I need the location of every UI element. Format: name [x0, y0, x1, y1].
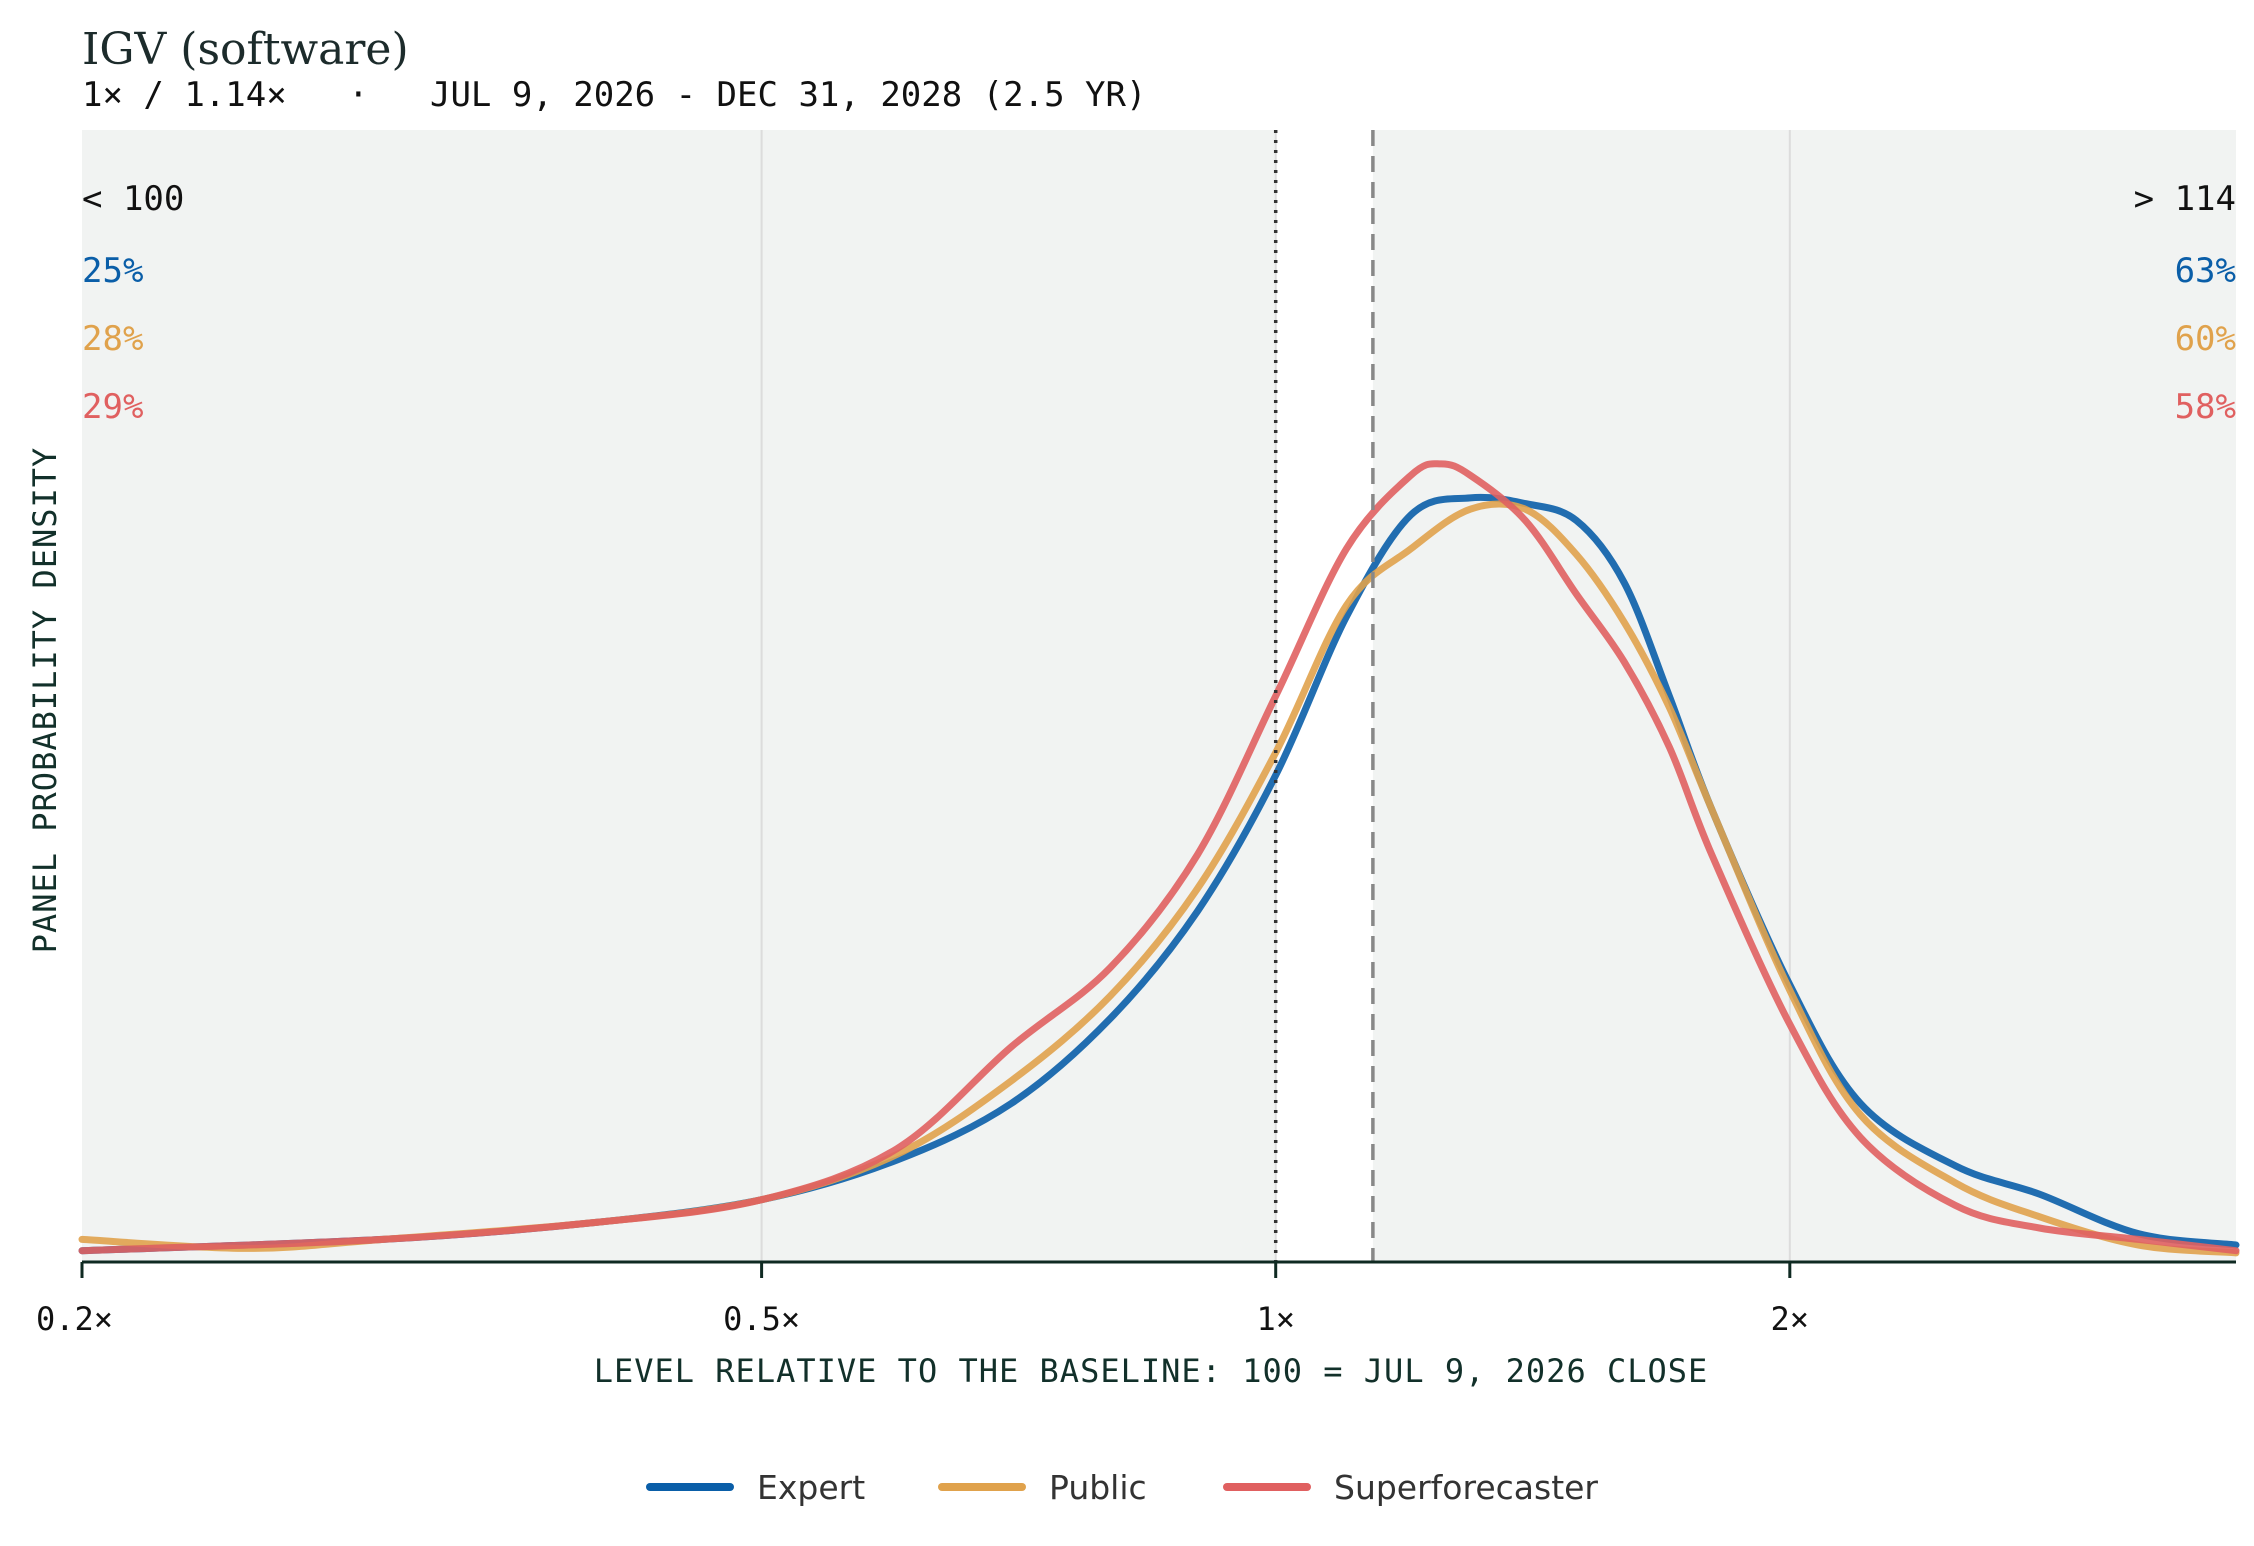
x-tick-label: 0.2×: [36, 1300, 113, 1338]
legend-label-superforecaster: Superforecaster: [1334, 1468, 1598, 1507]
shaded-region-0: [82, 130, 1276, 1262]
legend: Expert Public Superforecaster: [646, 1468, 1598, 1507]
x-tick-label: 1×: [1256, 1300, 1295, 1338]
reference-lines: [1273, 130, 1375, 1262]
right-tail-public: 60%: [2175, 319, 2236, 359]
x-tick-label: 0.5×: [723, 1300, 800, 1338]
right-tail-expert: 63%: [2175, 251, 2236, 291]
right-tail-superforecaster: 58%: [2175, 387, 2236, 427]
left-tail-public: 28%: [82, 319, 143, 359]
legend-label-expert: Expert: [757, 1468, 865, 1507]
left-tail-superforecaster: 29%: [82, 387, 143, 427]
left-tail-expert: 25%: [82, 251, 143, 291]
series-layer: [78, 460, 2240, 1257]
right-tail-label: > 114: [2134, 179, 2236, 219]
plot-background: [82, 130, 2236, 1262]
x-axis-label: LEVEL RELATIVE TO THE BASELINE: 100 = JU…: [594, 1352, 1709, 1390]
legend-label-public: Public: [1049, 1468, 1147, 1507]
x-axis-ticks: 0.2× 0.5× 1× 2×: [36, 1262, 1809, 1338]
left-tail-label: < 100: [82, 179, 184, 219]
series-line-superforecaster: [78, 460, 2240, 1255]
chart-subtitle: 1× / 1.14× · JUL 9, 2026 - DEC 31, 2028 …: [82, 75, 1146, 115]
chart-title: IGV (software): [82, 24, 409, 75]
y-axis-label: PANEL PROBABILITY DENSITY: [26, 447, 64, 954]
shaded-region-1: [1372, 130, 2236, 1262]
x-tick-label: 2×: [1771, 1300, 1810, 1338]
